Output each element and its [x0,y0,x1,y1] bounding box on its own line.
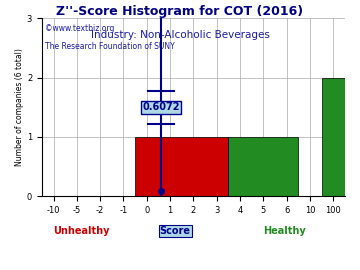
Text: ©www.textbiz.org: ©www.textbiz.org [45,24,114,33]
Text: The Research Foundation of SUNY: The Research Foundation of SUNY [45,42,175,50]
Bar [228,137,298,196]
Bar [322,78,345,196]
Text: Score: Score [160,226,191,236]
Text: Unhealthy: Unhealthy [53,226,109,236]
Text: Industry: Non-Alcoholic Beverages: Industry: Non-Alcoholic Beverages [91,30,269,40]
Text: Z''-Score Histogram for COT (2016): Z''-Score Histogram for COT (2016) [57,5,303,18]
Bar [135,137,228,196]
Text: Healthy: Healthy [263,226,306,236]
Text: 0.6072: 0.6072 [142,102,180,112]
Y-axis label: Number of companies (6 total): Number of companies (6 total) [15,48,24,166]
